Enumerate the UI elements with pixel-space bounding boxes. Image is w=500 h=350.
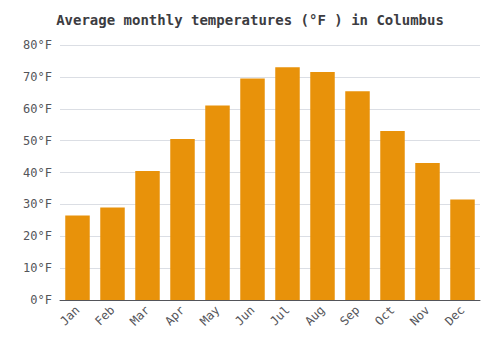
svg-text:Feb: Feb	[92, 303, 117, 328]
svg-text:Nov: Nov	[407, 303, 432, 328]
svg-text:Sep: Sep	[337, 303, 362, 328]
svg-text:Jul: Jul	[267, 303, 292, 328]
svg-text:70°F: 70°F	[23, 70, 52, 84]
svg-text:Average monthly temperatures (: Average monthly temperatures (°F ) in Co…	[56, 12, 444, 28]
svg-text:20°F: 20°F	[23, 229, 52, 243]
svg-text:Aug: Aug	[302, 303, 327, 328]
svg-text:60°F: 60°F	[23, 102, 52, 116]
svg-text:50°F: 50°F	[23, 134, 52, 148]
svg-text:May: May	[197, 303, 222, 328]
svg-text:10°F: 10°F	[23, 261, 52, 275]
svg-text:Apr: Apr	[162, 303, 187, 328]
svg-text:Mar: Mar	[127, 303, 152, 328]
svg-text:0°F: 0°F	[30, 293, 52, 307]
svg-text:Dec: Dec	[442, 303, 467, 328]
svg-text:40°F: 40°F	[23, 166, 52, 180]
svg-text:Jun: Jun	[232, 303, 257, 328]
svg-text:80°F: 80°F	[23, 38, 52, 52]
svg-text:Jan: Jan	[57, 303, 82, 328]
svg-text:Oct: Oct	[372, 303, 397, 328]
svg-text:30°F: 30°F	[23, 197, 52, 211]
